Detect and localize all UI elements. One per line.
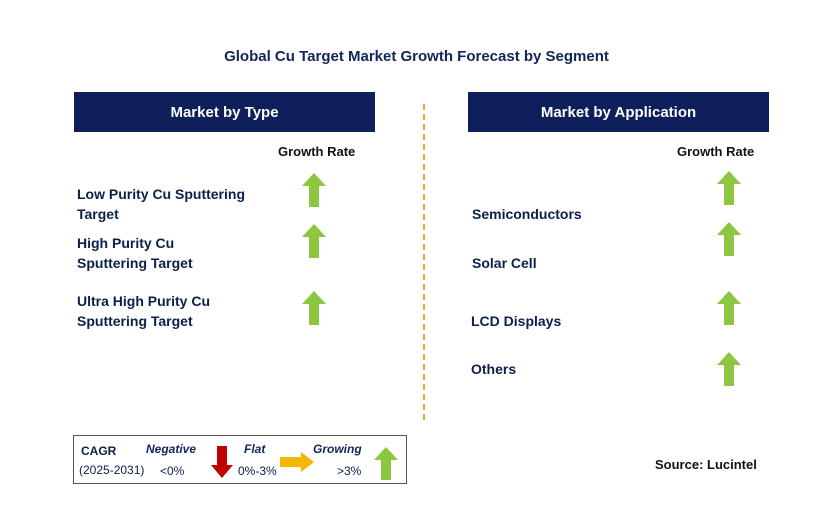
source-note: Source: Lucintel <box>655 457 757 472</box>
legend-cagr-label: CAGR <box>81 444 117 458</box>
growing-arrow-icon <box>717 222 741 256</box>
legend-growing-label: Growing <box>313 442 362 456</box>
application-item-others: Others <box>471 361 517 377</box>
growing-arrow-icon <box>717 171 741 205</box>
type-item-ultra-high-purity: Ultra High Purity Cu Sputtering Target <box>77 293 211 329</box>
cagr-legend: CAGR (2025-2031) Negative <0% Flat 0%-3%… <box>73 435 407 484</box>
legend-period: (2025-2031) <box>79 463 145 477</box>
application-growth-rate-label: Growth Rate <box>677 144 755 159</box>
chart-title: Global Cu Target Market Growth Forecast … <box>224 48 609 65</box>
type-item-low-purity: Low Purity Cu Sputtering Target <box>77 186 245 222</box>
application-item-lcd-displays: LCD Displays <box>471 313 562 329</box>
legend-negative-label: Negative <box>146 442 197 456</box>
panel-divider <box>423 104 425 420</box>
type-item-high-purity: High Purity Cu Sputtering Target <box>77 235 193 271</box>
legend-growing-range: >3% <box>337 464 362 478</box>
application-item-semiconductors: Semiconductors <box>472 206 582 222</box>
growing-arrow-icon <box>717 352 741 386</box>
legend-flat-range: 0%-3% <box>238 464 277 478</box>
application-item-solar-cell: Solar Cell <box>472 255 537 271</box>
type-growth-rate-label: Growth Rate <box>278 144 356 159</box>
growing-arrow-icon <box>302 173 326 207</box>
growing-arrow-icon <box>374 447 398 480</box>
legend-negative-range: <0% <box>160 464 185 478</box>
growing-arrow-icon <box>717 291 741 325</box>
growing-arrow-icon <box>302 291 326 325</box>
growing-arrow-icon <box>302 224 326 258</box>
market-by-application-header: Market by Application <box>468 92 769 132</box>
flat-arrow-icon <box>280 452 314 472</box>
legend-flat-label: Flat <box>244 442 266 456</box>
negative-arrow-icon <box>211 446 233 478</box>
market-by-type-header: Market by Type <box>74 92 375 132</box>
